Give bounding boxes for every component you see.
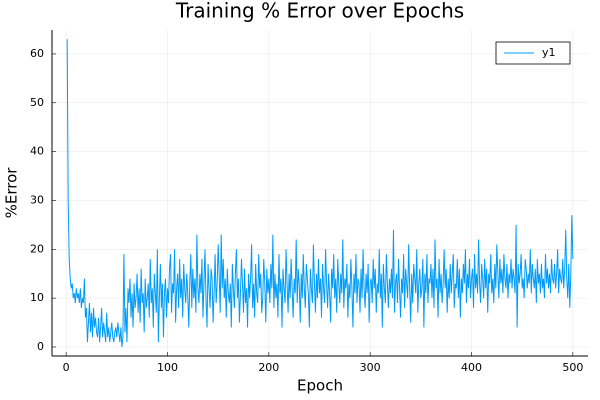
y-tick-label: 30 xyxy=(30,193,44,206)
x-tick-label: 100 xyxy=(157,361,178,374)
legend-label: y1 xyxy=(542,46,556,59)
data-line xyxy=(66,39,574,348)
y-tick-label: 60 xyxy=(30,47,44,60)
y-tick-label: 50 xyxy=(30,96,44,109)
x-tick-label: 0 xyxy=(63,361,70,374)
x-tick-label: 500 xyxy=(562,361,583,374)
y-tick-label: 40 xyxy=(30,145,44,158)
x-tick-label: 300 xyxy=(360,361,381,374)
y-tick-label: 20 xyxy=(30,242,44,255)
chart-title: Training % Error over Epochs xyxy=(175,0,464,23)
x-axis-label: Epoch xyxy=(297,377,343,395)
y-axis-label: %Error xyxy=(3,167,21,219)
y-tick-label: 10 xyxy=(30,291,44,304)
y-tick-label: 0 xyxy=(37,340,44,353)
x-tick-label: 200 xyxy=(258,361,279,374)
x-tick-label: 400 xyxy=(461,361,482,374)
